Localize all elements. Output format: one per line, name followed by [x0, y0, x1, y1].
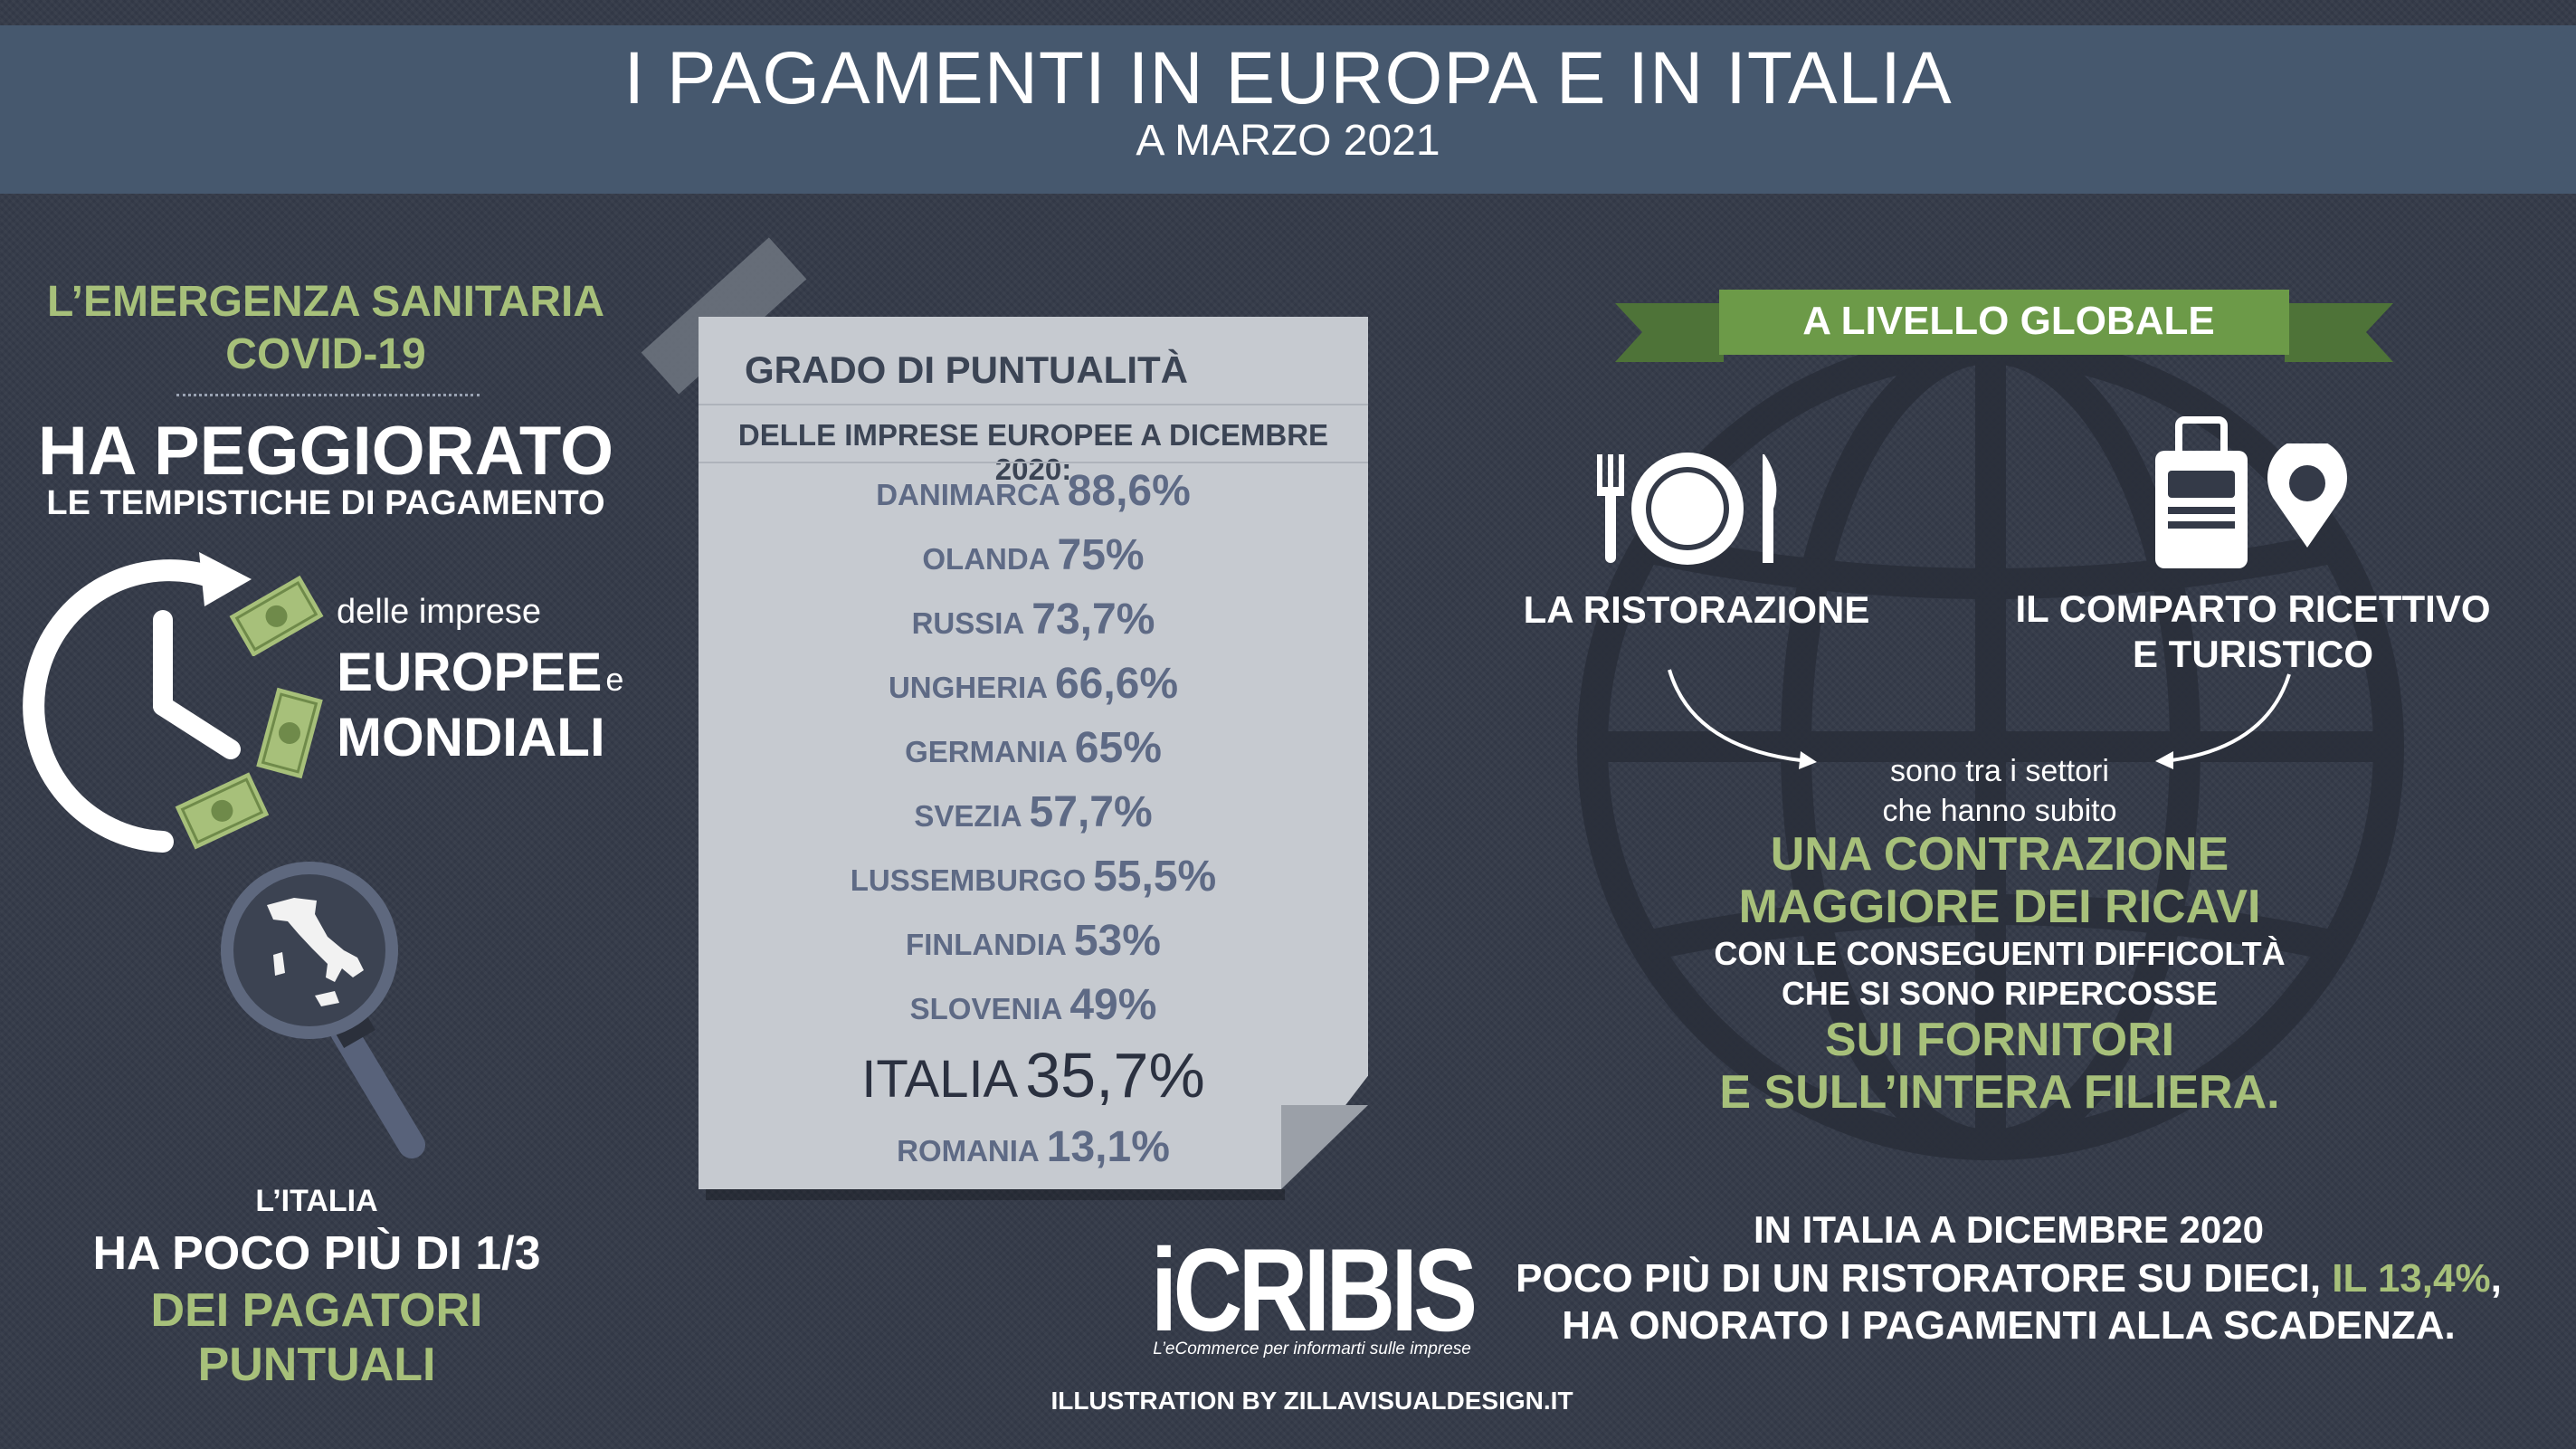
country-row: FINLANDIA 53% — [699, 916, 1368, 966]
country-row: OLANDA 75% — [699, 530, 1368, 580]
country-name: RUSSIA — [911, 606, 1025, 640]
fornitori-text: SUI FORNITORI E SULL’INTERA FILIERA. — [1647, 1014, 2353, 1119]
magnifier-italy-icon — [221, 862, 425, 1158]
country-row: UNGHERIA 66,6% — [699, 659, 1368, 709]
comparto-line-1: IL COMPARTO RICETTIVO — [2015, 587, 2491, 630]
ribbon-banner — [1615, 290, 2393, 362]
country-row: SVEZIA 57,7% — [699, 787, 1368, 837]
italia-label: L’ITALIA — [255, 1184, 378, 1218]
illustration-credit: ILLUSTRATION BY ZILLAVISUALDESIGN.IT — [1050, 1387, 1573, 1415]
curved-arrow-icon — [2155, 673, 2291, 769]
ribbon-label: A LIVELLO GLOBALE — [1802, 299, 2215, 343]
settori-line-1: sono tra i settori — [1890, 754, 2109, 788]
country-value: 53% — [1073, 917, 1161, 965]
intro-text: L’EMERGENZA SANITARIA COVID-19 — [36, 276, 615, 381]
country-value: 65% — [1074, 724, 1162, 772]
paper-shadow — [706, 1189, 1285, 1200]
country-row: GERMANIA 65% — [699, 723, 1368, 773]
country-value: 88,6% — [1067, 467, 1191, 515]
country-name: ITALIA — [861, 1050, 1019, 1109]
ristorazione-label: LA RISTORAZIONE — [1523, 588, 1870, 631]
header-band — [0, 25, 2576, 194]
country-value: 75% — [1057, 531, 1145, 579]
country-row: SLOVENIA 49% — [699, 980, 1368, 1030]
paper-rule — [699, 404, 1368, 405]
conseguenze-text: CON LE CONSEGUENTI DIFFICOLTÀ CHE SI SON… — [1647, 934, 2353, 1014]
conjunction-e: e — [605, 661, 624, 698]
paper-rule — [699, 462, 1368, 463]
plate-cutlery-icon — [1597, 453, 1777, 565]
comparto-label: IL COMPARTO RICETTIVO E TURISTICO — [1991, 586, 2515, 677]
country-row: LUSSEMBURGO 55,5% — [699, 852, 1368, 901]
country-value: 57,7% — [1029, 788, 1153, 836]
banknote-icon — [175, 772, 270, 850]
conseguenze-line-1: CON LE CONSEGUENTI DIFFICOLTÀ — [1714, 935, 2286, 972]
suitcase-icon — [2155, 416, 2248, 568]
country-value: 73,7% — [1031, 596, 1155, 643]
comparto-line-2: E TURISTICO — [2132, 633, 2373, 675]
map-pin-icon — [2267, 443, 2347, 548]
ristoratori-comma: , — [2490, 1256, 2502, 1301]
curved-arrow-icon — [1668, 669, 1817, 769]
country-value: 49% — [1069, 981, 1157, 1029]
country-name: LUSSEMBURGO — [850, 863, 1087, 897]
country-name: ROMANIA — [897, 1134, 1040, 1168]
punctuality-subtitle: DELLE IMPRESE EUROPEE A DICEMBRE 2020: — [737, 418, 1329, 486]
country-name: OLANDA — [922, 542, 1050, 576]
mondiali-label: MONDIALI — [337, 707, 605, 767]
italia-ristoratori-line: POCO PIÙ DI UN RISTORATORE SU DIECI, IL … — [1502, 1256, 2515, 1301]
country-name: DANIMARCA — [876, 478, 1060, 511]
banknote-icon — [229, 575, 324, 656]
contrazione-line-1: UNA CONTRAZIONE — [1770, 828, 2229, 881]
intro-line-2: COVID-19 — [225, 330, 426, 378]
country-value: 13,1% — [1046, 1123, 1170, 1171]
country-row: ROMANIA 13,1% — [699, 1122, 1368, 1172]
conseguenze-line-2: CHE SI SONO RIPERCOSSE — [1781, 975, 2219, 1012]
poco-piu-text: HA POCO PIÙ DI 1/3 — [92, 1227, 541, 1280]
fornitori-line-2: E SULL’INTERA FILIERA. — [1719, 1066, 2280, 1119]
italia-onorato-line: HA ONORATO I PAGAMENTI ALLA SCADENZA. — [1562, 1303, 2456, 1348]
europee-label: EUROPEE e — [337, 641, 623, 703]
delle-imprese: delle imprese — [337, 593, 541, 631]
italia-dicembre-heading: IN ITALIA A DICEMBRE 2020 — [1754, 1208, 2264, 1251]
banknote-icon — [256, 687, 323, 779]
europee-text: EUROPEE — [337, 642, 603, 702]
punctuality-title: GRADO DI PUNTUALITÀ — [745, 348, 1188, 391]
pagatori-text: DEI PAGATORI PUNTUALI — [150, 1284, 483, 1391]
fornitori-line-1: SUI FORNITORI — [1824, 1014, 2175, 1066]
country-name: UNGHERIA — [888, 671, 1048, 704]
settori-line-2: che hanno subito — [1882, 794, 2117, 828]
country-name: SLOVENIA — [909, 992, 1063, 1025]
country-value: 35,7% — [1025, 1040, 1205, 1111]
contrazione-text: UNA CONTRAZIONE MAGGIORE DEI RICAVI — [1647, 828, 2353, 933]
ristoratori-percent: IL 13,4% — [2332, 1256, 2491, 1301]
country-row-highlight: ITALIA 35,7% — [699, 1039, 1368, 1111]
country-value: 66,6% — [1054, 660, 1179, 708]
clock-arrow-icon — [23, 552, 252, 853]
page-subtitle: A MARZO 2021 — [1136, 117, 1440, 165]
country-value: 55,5% — [1093, 853, 1217, 901]
cribis-tagline: L’eCommerce per informarti sulle imprese — [1153, 1339, 1471, 1358]
cribis-logo: iCRIBIS — [1150, 1224, 1478, 1356]
country-row: RUSSIA 73,7% — [699, 595, 1368, 644]
country-row: DANIMARCA 88,6% — [699, 466, 1368, 516]
country-name: GERMANIA — [905, 735, 1068, 768]
contrazione-line-2: MAGGIORE DEI RICAVI — [1738, 881, 2261, 933]
ristoratori-text: POCO PIÙ DI UN RISTORATORE SU DIECI, — [1516, 1256, 2322, 1301]
page-title: I PAGAMENTI IN EUROPA E IN ITALIA — [623, 37, 1953, 119]
dotted-divider — [176, 394, 480, 396]
settori-text: sono tra i settori che hanno subito — [1764, 751, 2235, 831]
intro-line-1: L’EMERGENZA SANITARIA — [46, 278, 604, 326]
subline: LE TEMPISTICHE DI PAGAMENTO — [46, 484, 605, 522]
headline: HA PEGGIORATO — [37, 413, 614, 490]
country-name: FINLANDIA — [906, 928, 1067, 961]
country-name: SVEZIA — [914, 799, 1022, 833]
